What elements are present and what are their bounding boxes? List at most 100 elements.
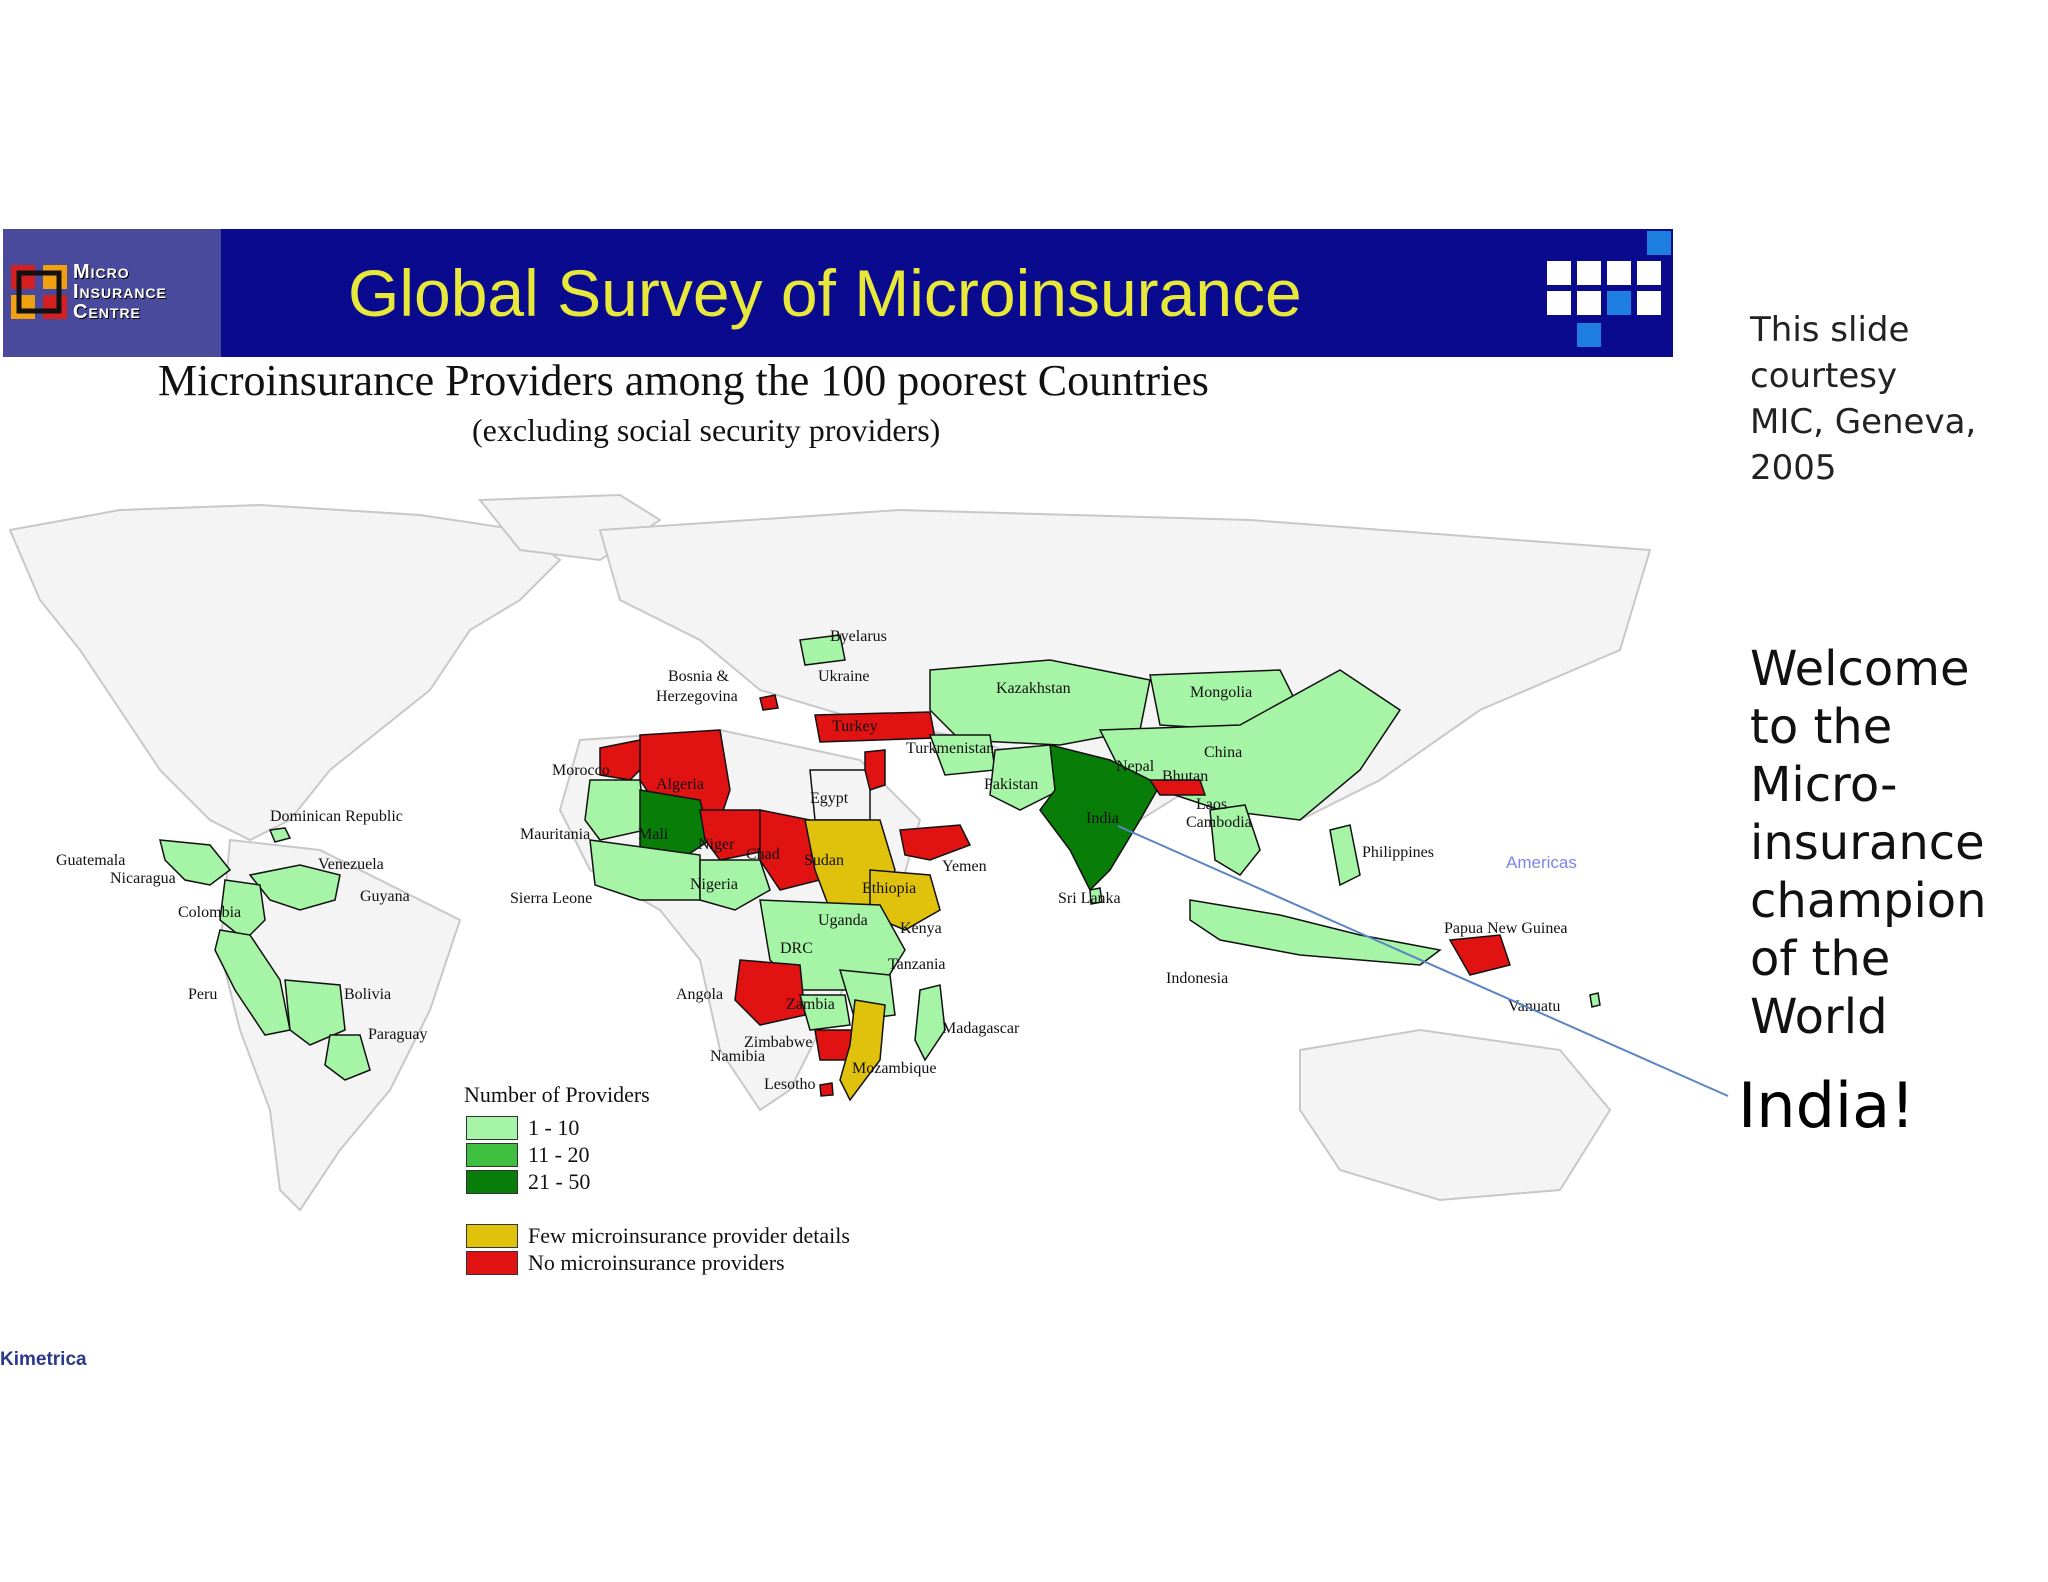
country-label: Egypt [810, 790, 849, 807]
legend-label: Few microinsurance provider details [528, 1223, 850, 1248]
country-label: Uganda [818, 912, 868, 929]
country-label: Nigeria [690, 876, 738, 893]
kazakhstan-region [929, 659, 1151, 746]
venezuela-guyana-region [248, 864, 341, 911]
country-label: Nepal [1116, 758, 1155, 775]
papua-new-guinea-region [1448, 934, 1511, 976]
mozambique-region [839, 999, 886, 1102]
country-label: Vanuatu [1508, 998, 1561, 1015]
legend-swatch [466, 1143, 518, 1167]
country-label: Niger [698, 836, 735, 853]
logo-line-3: Centre [73, 301, 141, 323]
country-label: Paraguay [368, 1026, 428, 1043]
australia-shape [1299, 1028, 1612, 1202]
country-label: DRC [780, 940, 813, 957]
bosnia-region [759, 694, 779, 711]
map-subtitle: (excluding social security providers) [472, 412, 941, 448]
country-label: Namibia [710, 1048, 766, 1065]
country-label: Lesotho [764, 1076, 816, 1093]
country-label: China [1204, 744, 1243, 761]
north-america-shape [8, 503, 562, 842]
country-label: Peru [188, 986, 218, 1003]
sri-lanka-region [1089, 887, 1103, 905]
country-label: Mozambique [852, 1060, 937, 1077]
country-label: Sierra Leone [510, 890, 593, 907]
country-label: Colombia [178, 904, 242, 921]
nepal-bhutan-region [1148, 779, 1207, 796]
kimetrica-logo: Kimetrica [0, 1349, 87, 1370]
country-label: Zambia [786, 996, 835, 1013]
mic-logo-icon [11, 265, 67, 319]
country-label: Sudan [804, 852, 844, 869]
country-label: Nicaragua [110, 870, 176, 887]
country-label: Kazakhstan [996, 680, 1071, 697]
central-america-region [159, 839, 232, 886]
niger-region [699, 809, 771, 861]
lesotho-region [819, 1082, 834, 1097]
logo-line-1: Micro [73, 261, 130, 283]
country-label: Indonesia [1166, 970, 1229, 987]
yemen-region [899, 824, 972, 861]
country-label: Herzegovina [656, 688, 738, 705]
dominican-republic-region [268, 827, 292, 843]
caucasus-region [864, 749, 886, 791]
country-label: Yemen [942, 858, 987, 875]
country-label: Bhutan [1162, 768, 1209, 785]
shaded-countries [159, 634, 1601, 1102]
country-label: Philippines [1362, 844, 1435, 861]
country-label: Laos [1196, 796, 1228, 813]
country-label: Mauritania [520, 826, 591, 843]
paraguay-region [324, 1034, 371, 1081]
country-label: Morocco [552, 762, 610, 779]
legend-label: 11 - 20 [528, 1142, 590, 1167]
zambia-region [799, 994, 851, 1031]
welcome-text: Welcome to the Micro- insurance champion… [1750, 641, 1987, 1045]
country-label: Papua New Guinea [1444, 920, 1568, 937]
byelarus-region [799, 634, 846, 666]
legend-swatch [466, 1116, 518, 1140]
country-label: India [1086, 810, 1119, 827]
madagascar-region [914, 984, 946, 1062]
map-title: Microinsurance Providers among the 100 p… [158, 356, 1209, 405]
peru-region [214, 929, 291, 1036]
country-label: Mongolia [1190, 684, 1253, 701]
legend-label: 21 - 50 [528, 1169, 591, 1194]
india-region [1039, 744, 1162, 892]
country-label: Turkey [832, 718, 878, 735]
country-label: Bosnia & [668, 668, 729, 685]
country-label: Venezuela [318, 856, 384, 873]
nigeria-region [699, 859, 771, 911]
country-label: Bolivia [344, 986, 392, 1003]
country-label: Madagascar [942, 1020, 1020, 1037]
legend-title: Number of Providers [464, 1082, 650, 1107]
country-label: Cambodia [1186, 814, 1252, 831]
country-label: Byelarus [830, 628, 887, 645]
country-label: Chad [746, 846, 780, 863]
country-label: Turkmenistan [906, 740, 995, 757]
americas-tag: Americas [1506, 853, 1577, 872]
legend-label: 1 - 10 [528, 1115, 580, 1140]
west-africa-region [589, 839, 701, 901]
world-map [8, 493, 1652, 1212]
banner-title: Global Survey of Microinsurance [348, 256, 1302, 330]
country-label: Zimbabwe [744, 1034, 813, 1051]
legend-swatch [466, 1170, 518, 1194]
grid-logo-icon [1547, 231, 1671, 347]
chad-region [759, 809, 821, 891]
country-label: Guyana [360, 888, 410, 905]
country-label: Angola [676, 986, 724, 1003]
southeast-asia-region [1209, 804, 1261, 876]
country-label: Mali [638, 826, 669, 843]
bolivia-region [284, 979, 346, 1046]
country-label: Dominican Republic [270, 808, 403, 825]
country-label: Kenya [900, 920, 942, 937]
colombia-region [219, 879, 266, 942]
pakistan-region [989, 744, 1061, 811]
mic-logo-text: Micro Insurance Centre [73, 262, 167, 322]
philippines-region [1329, 824, 1361, 887]
country-label: Sri Lanka [1058, 890, 1121, 907]
angola-region [734, 959, 806, 1026]
legend-swatch [466, 1224, 518, 1248]
logo-line-2: Insurance [73, 281, 167, 303]
